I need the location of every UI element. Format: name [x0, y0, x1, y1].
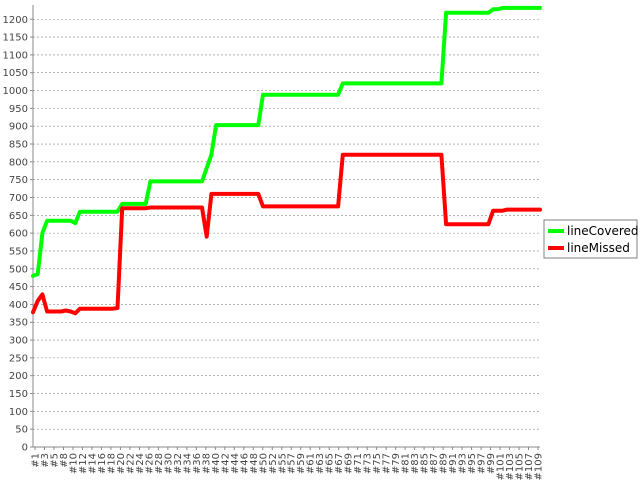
- x-tick-label: #91: [448, 453, 459, 474]
- x-tick-label: #63: [315, 453, 326, 474]
- x-tick-label: #87: [429, 453, 440, 474]
- x-tick-label: #16: [97, 453, 108, 474]
- x-tick-label: #103: [505, 453, 516, 480]
- x-tick-label: #44: [230, 453, 241, 474]
- y-tick-label: 200: [9, 371, 28, 382]
- y-tick-label: 0: [22, 443, 28, 454]
- y-tick-label: 150: [9, 389, 28, 400]
- gridlines: [33, 18, 540, 430]
- x-tick-label: #26: [144, 453, 155, 474]
- x-tick-label: #85: [420, 453, 431, 474]
- y-tick-label: 250: [9, 353, 28, 364]
- x-axis: #1#3#5#8#10#12#14#16#18#20#22#24#26#28#3…: [31, 446, 545, 480]
- x-tick-label: #61: [306, 453, 317, 474]
- series-lines: [31, 5, 542, 316]
- x-tick-label: #5: [49, 453, 60, 468]
- y-tick-label: 1000: [3, 86, 28, 97]
- y-tick-label: 550: [9, 246, 28, 257]
- x-tick-label: #83: [410, 453, 421, 474]
- y-tick-label: 50: [15, 425, 28, 436]
- x-tick-label: #38: [201, 453, 212, 474]
- x-tick-label: #55: [277, 453, 288, 474]
- x-tick-label: #109: [534, 453, 545, 480]
- x-tick-label: #65: [325, 453, 336, 474]
- x-tick-label: #20: [116, 453, 127, 474]
- series-line-lineCovered: [31, 5, 542, 278]
- x-tick-label: #93: [458, 453, 469, 474]
- x-tick-label: #101: [496, 453, 507, 480]
- x-tick-label: #28: [154, 453, 165, 474]
- x-tick-label: #75: [372, 453, 383, 474]
- x-tick-label: #69: [344, 453, 355, 474]
- x-tick-label: #36: [192, 453, 203, 474]
- y-tick-label: 300: [9, 336, 28, 347]
- x-tick-label: #12: [78, 453, 89, 474]
- x-tick-label: #48: [249, 453, 260, 474]
- x-tick-label: #105: [515, 453, 526, 480]
- x-tick-label: #67: [334, 453, 345, 474]
- x-tick-label: #97: [477, 453, 488, 474]
- x-tick-label: #34: [182, 453, 193, 474]
- x-tick-label: #14: [87, 453, 98, 474]
- legend-label: lineCovered: [567, 224, 639, 238]
- series-line-lineMissed: [31, 152, 542, 316]
- y-tick-label: 950: [9, 104, 28, 115]
- legend: lineCovered lineMissed: [543, 219, 639, 259]
- x-tick-label: #77: [382, 453, 393, 474]
- y-tick-label: 750: [9, 175, 28, 186]
- x-tick-label: #24: [135, 453, 146, 474]
- y-tick-label: 350: [9, 318, 28, 329]
- x-tick-label: #73: [363, 453, 374, 474]
- y-tick-label: 700: [9, 193, 28, 204]
- x-tick-label: #79: [391, 453, 402, 474]
- x-tick-label: #81: [401, 453, 412, 474]
- x-tick-label: #32: [173, 453, 184, 474]
- y-tick-label: 900: [9, 122, 28, 133]
- x-tick-label: #95: [467, 453, 478, 474]
- legend-box: [543, 219, 638, 259]
- y-tick-label: 400: [9, 300, 28, 311]
- x-tick-label: #42: [220, 453, 231, 474]
- y-tick-label: 850: [9, 140, 28, 151]
- x-tick-label: #3: [40, 453, 51, 468]
- y-tick-label: 1100: [3, 50, 28, 61]
- x-tick-label: #22: [125, 453, 136, 474]
- x-tick-label: #57: [287, 453, 298, 474]
- x-tick-label: #107: [524, 453, 535, 480]
- y-tick-label: 450: [9, 282, 28, 293]
- y-tick-label: 800: [9, 157, 28, 168]
- x-tick-label: #18: [106, 453, 117, 474]
- x-tick-label: #52: [268, 453, 279, 474]
- x-tick-label: #46: [239, 453, 250, 474]
- y-axis: 0 50 100 150 200 250 300 350 400 450 500 550 600 650 7…: [3, 5, 34, 454]
- legend-label: lineMissed: [567, 241, 630, 255]
- x-tick-label: #1: [31, 453, 42, 468]
- x-tick-label: #50: [258, 453, 269, 474]
- y-tick-label: 650: [9, 211, 28, 222]
- y-tick-label: 1200: [3, 15, 28, 26]
- x-tick-label: #59: [296, 453, 307, 474]
- x-tick-label: #89: [439, 453, 450, 474]
- y-tick-label: 1150: [3, 33, 28, 44]
- y-tick-label: 500: [9, 264, 28, 275]
- y-tick-label: 100: [9, 407, 28, 418]
- y-tick-label: 600: [9, 229, 28, 240]
- x-tick-label: #40: [211, 453, 222, 474]
- x-tick-label: #8: [59, 453, 70, 468]
- x-tick-label: #30: [163, 453, 174, 474]
- x-tick-label: #10: [68, 453, 79, 474]
- x-tick-label: #99: [486, 453, 497, 474]
- x-tick-label: #71: [353, 453, 364, 474]
- y-tick-label: 1050: [3, 68, 28, 79]
